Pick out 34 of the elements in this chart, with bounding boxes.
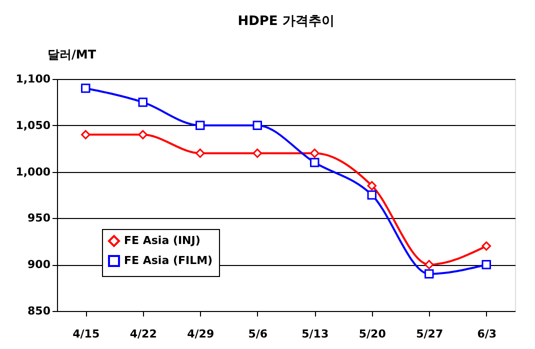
point — [424, 269, 434, 279]
point — [196, 148, 205, 158]
x-tick-label: 5/20 — [358, 328, 386, 340]
point — [367, 181, 376, 190]
point — [196, 120, 205, 130]
point — [81, 130, 90, 140]
x-tick-label: 5/6 — [248, 328, 268, 340]
point — [81, 84, 90, 93]
x-tick-label: 6/3 — [477, 328, 497, 340]
x-tick-label: 4/15 — [72, 328, 100, 340]
y-tick-label: 900 — [28, 258, 51, 272]
point — [424, 260, 434, 270]
point — [138, 98, 148, 107]
x-tick-label: 4/22 — [130, 328, 157, 340]
point — [310, 148, 320, 158]
x-tick-label: 4/29 — [187, 328, 214, 340]
y-tick-label: 950 — [28, 212, 51, 225]
legend-label: FE Asia (FILM) — [124, 254, 213, 267]
point — [252, 148, 262, 158]
x-tick-label: 5/13 — [302, 328, 329, 340]
point — [482, 241, 491, 251]
point — [138, 130, 148, 140]
chart-title: HDPE 가격추이 — [238, 14, 334, 29]
y-tick-label: 1,000 — [16, 165, 51, 178]
y-tick-label: 850 — [28, 304, 51, 318]
legend-label: FE Asia (INJ) — [124, 234, 200, 247]
point — [252, 120, 262, 130]
point — [482, 260, 491, 270]
point — [310, 158, 320, 168]
y-axis-title: 달러/MT — [48, 48, 97, 62]
y-tick-label: 1,100 — [16, 72, 51, 86]
y-tick-label: 1,050 — [16, 118, 51, 132]
x-tick-label: 5/27 — [416, 328, 444, 340]
point — [367, 190, 376, 200]
